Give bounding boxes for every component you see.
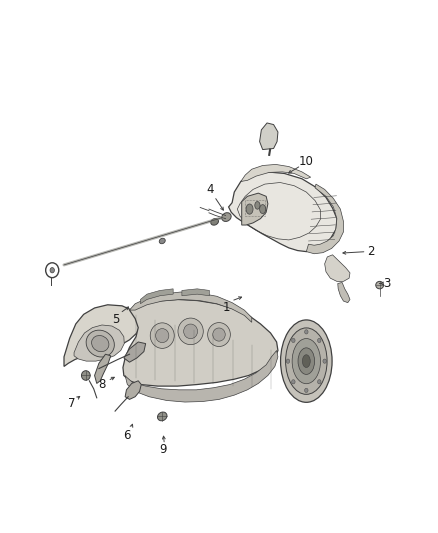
Polygon shape <box>241 165 311 181</box>
Ellipse shape <box>92 335 109 352</box>
Ellipse shape <box>222 213 231 221</box>
Ellipse shape <box>286 328 327 394</box>
Text: 7: 7 <box>68 397 75 410</box>
Text: 6: 6 <box>124 429 131 442</box>
Ellipse shape <box>281 320 332 402</box>
Text: 5: 5 <box>112 313 119 326</box>
Text: 2: 2 <box>367 245 374 258</box>
Polygon shape <box>182 289 209 296</box>
Ellipse shape <box>302 355 310 368</box>
Ellipse shape <box>211 219 219 225</box>
Polygon shape <box>229 172 337 252</box>
Text: 10: 10 <box>299 155 314 168</box>
Ellipse shape <box>178 318 203 345</box>
Ellipse shape <box>376 281 384 289</box>
Ellipse shape <box>292 379 295 384</box>
Ellipse shape <box>208 322 230 346</box>
Polygon shape <box>325 255 350 281</box>
Polygon shape <box>74 325 124 361</box>
Ellipse shape <box>213 328 225 341</box>
Text: 3: 3 <box>383 277 391 290</box>
Ellipse shape <box>318 338 321 343</box>
Ellipse shape <box>286 359 290 364</box>
Polygon shape <box>141 289 173 304</box>
Ellipse shape <box>318 379 321 384</box>
Polygon shape <box>130 292 252 322</box>
Polygon shape <box>306 184 343 254</box>
Text: 1: 1 <box>223 302 231 314</box>
Ellipse shape <box>304 330 308 334</box>
Ellipse shape <box>246 204 253 214</box>
Ellipse shape <box>304 388 308 392</box>
Ellipse shape <box>81 370 90 380</box>
Ellipse shape <box>50 268 54 273</box>
Polygon shape <box>95 354 111 383</box>
Ellipse shape <box>298 348 314 374</box>
Text: 4: 4 <box>206 183 214 196</box>
Ellipse shape <box>158 412 167 421</box>
Ellipse shape <box>155 328 169 343</box>
Text: 8: 8 <box>98 378 106 391</box>
Polygon shape <box>338 282 350 303</box>
Polygon shape <box>124 342 146 362</box>
Ellipse shape <box>323 359 326 364</box>
Ellipse shape <box>150 323 174 349</box>
Ellipse shape <box>159 238 165 244</box>
Ellipse shape <box>184 324 198 338</box>
Ellipse shape <box>260 205 266 214</box>
Ellipse shape <box>292 338 321 384</box>
Polygon shape <box>242 193 268 225</box>
Polygon shape <box>123 300 278 386</box>
Ellipse shape <box>86 330 114 357</box>
Polygon shape <box>64 305 141 367</box>
Polygon shape <box>125 351 278 402</box>
Polygon shape <box>125 381 141 399</box>
Polygon shape <box>260 123 278 150</box>
Text: 9: 9 <box>159 443 167 456</box>
Ellipse shape <box>255 201 260 209</box>
Ellipse shape <box>292 338 295 343</box>
